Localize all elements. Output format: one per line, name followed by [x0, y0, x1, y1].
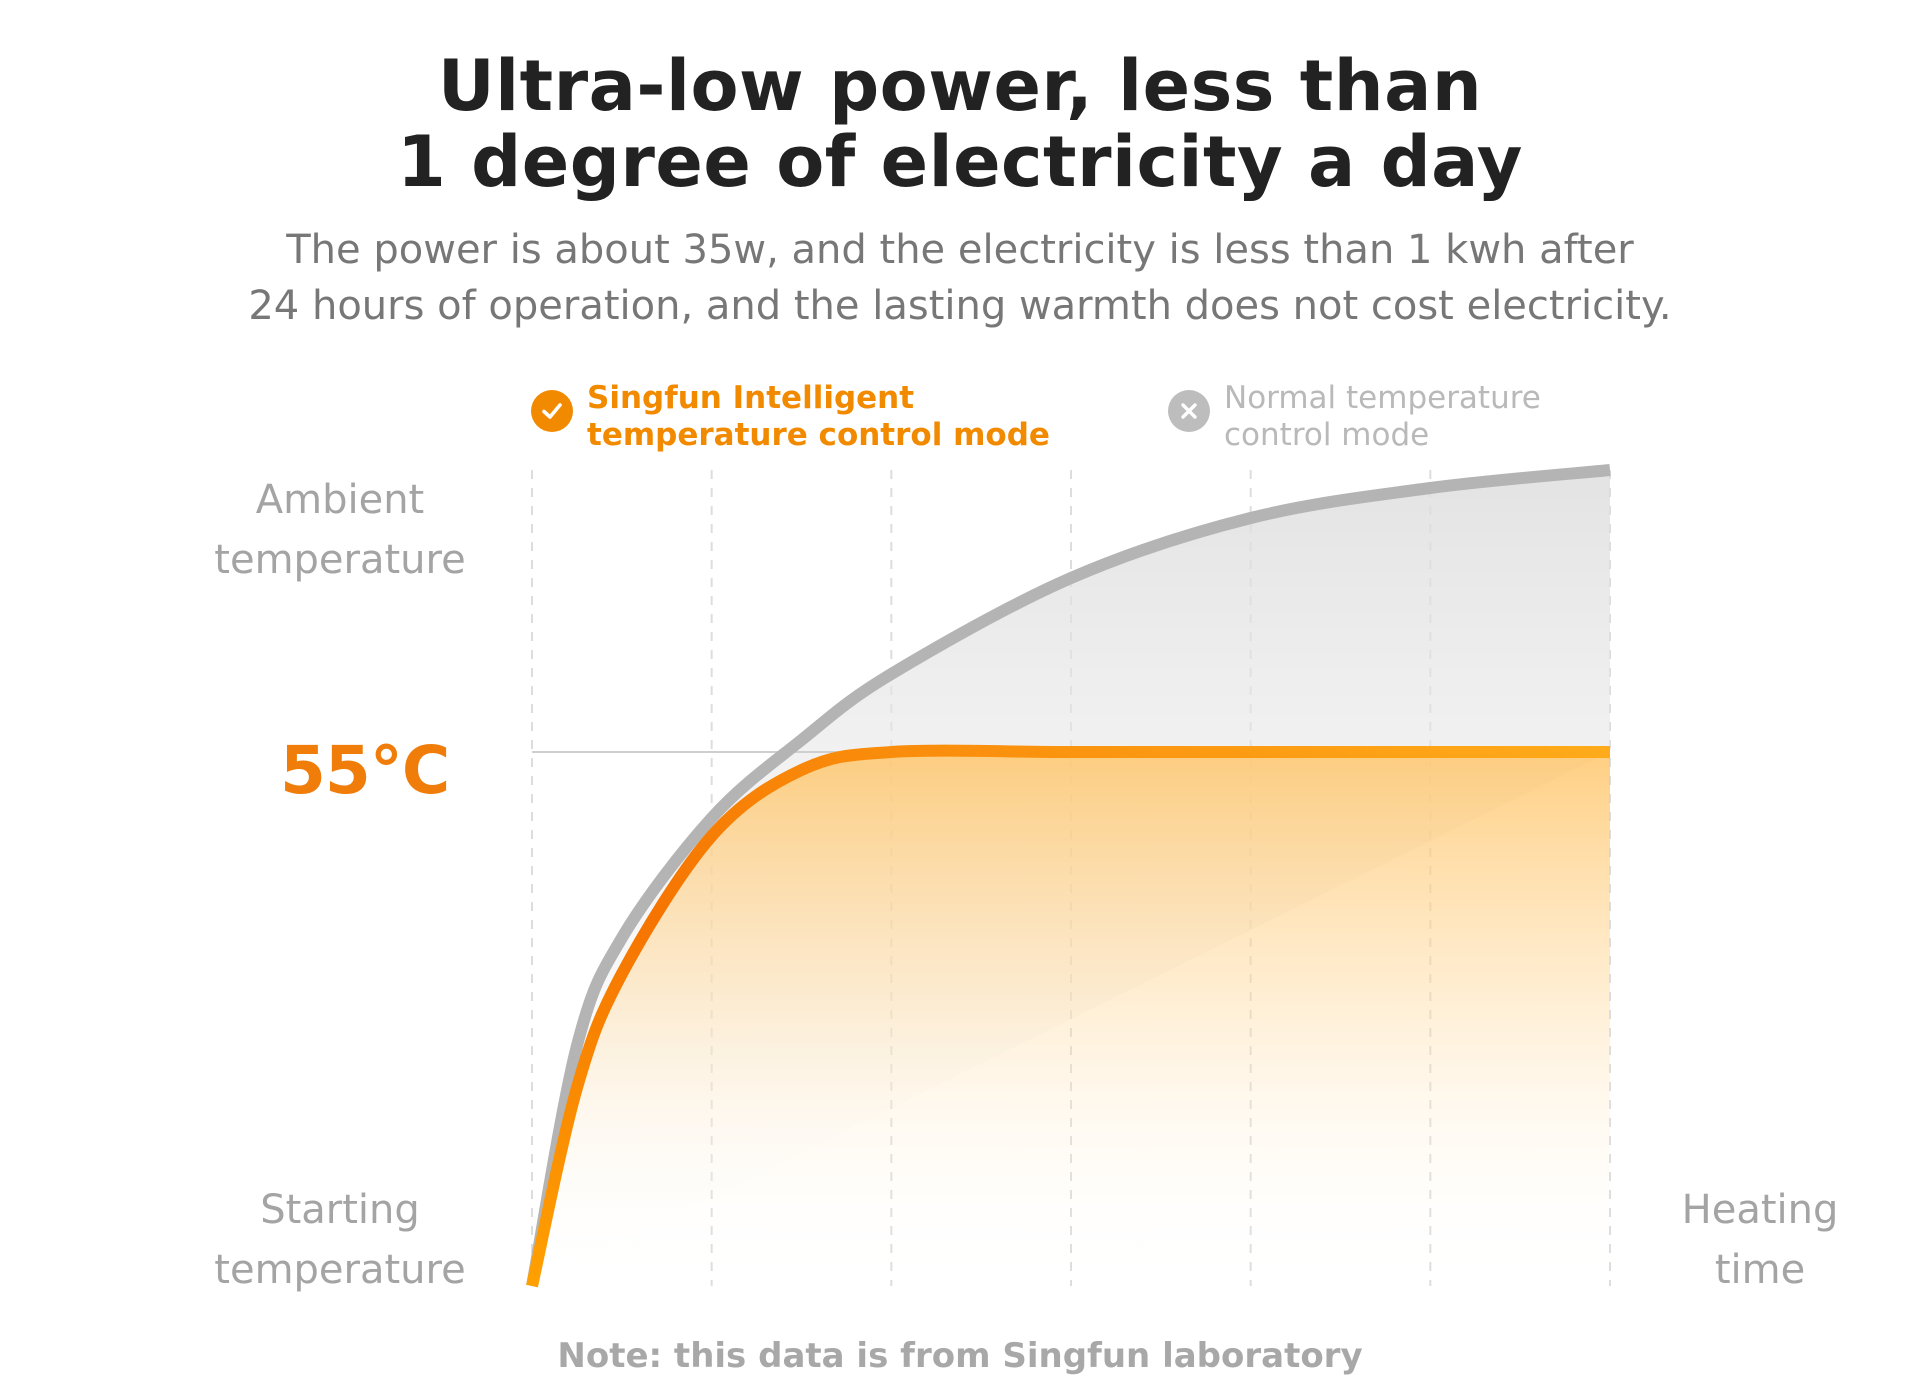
legend-normal-line-2: control mode [1224, 417, 1430, 453]
x-circle-icon [1168, 390, 1210, 432]
y-axis-top-label: Ambient temperature [190, 470, 490, 590]
footnote: Note: this data is from Singfun laborato… [557, 1336, 1363, 1376]
x-axis-line-2: time [1714, 1247, 1806, 1293]
normal-mode-line [526, 464, 1611, 1288]
temperature-marker-label: 55°C [280, 732, 450, 809]
page-subtitle: The power is about 35w, and the electric… [0, 222, 1920, 334]
x-axis-label: Heating time [1650, 1180, 1870, 1300]
legend-singfun-label: Singfun Intelligent temperature control … [587, 380, 1050, 454]
x-axis-line-1: Heating [1681, 1187, 1839, 1233]
y-axis-bottom-label: Starting temperature [190, 1180, 490, 1300]
check-circle-icon [531, 390, 573, 432]
legend-singfun-line-2: temperature control mode [587, 417, 1050, 453]
subtitle-line-2: 24 hours of operation, and the lasting w… [248, 283, 1672, 329]
singfun-mode-line [526, 744, 1610, 1288]
y-axis-bottom-line-1: Starting [260, 1187, 420, 1233]
legend-normal-line-1: Normal temperature [1224, 380, 1541, 416]
singfun-mode-area [532, 750, 1610, 1286]
page-title: Ultra-low power, less than 1 degree of e… [0, 48, 1920, 200]
subtitle-line-1: The power is about 35w, and the electric… [286, 227, 1634, 273]
title-line-1: Ultra-low power, less than [437, 45, 1483, 127]
legend-normal: Normal temperature control mode [1168, 380, 1541, 454]
y-axis-bottom-line-2: temperature [214, 1247, 466, 1293]
y-axis-top-line-1: Ambient [255, 477, 425, 523]
title-line-2: 1 degree of electricity a day [397, 121, 1523, 203]
legend-singfun: Singfun Intelligent temperature control … [531, 380, 1050, 454]
y-axis-top-line-2: temperature [214, 537, 466, 583]
legend-normal-label: Normal temperature control mode [1224, 380, 1541, 454]
legend-singfun-line-1: Singfun Intelligent [587, 380, 915, 416]
